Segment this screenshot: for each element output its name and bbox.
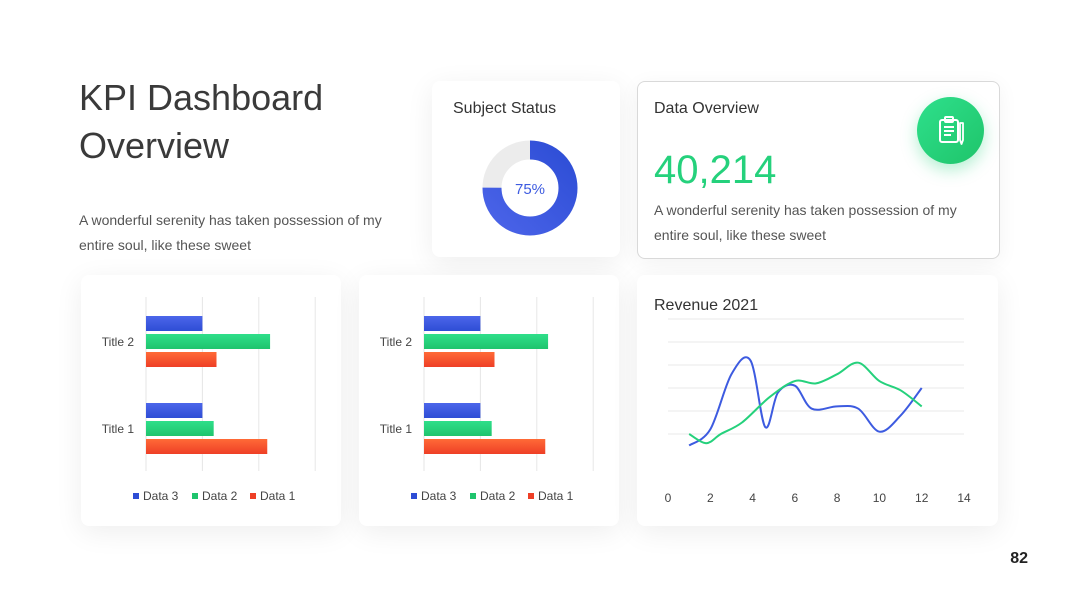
legend-label: Data 1 xyxy=(538,489,574,503)
bar-data-1-title-2 xyxy=(424,352,495,367)
clipboard-icon xyxy=(938,115,964,145)
bar-data-3-title-2 xyxy=(146,316,203,331)
title-line-2: Overview xyxy=(79,125,230,166)
x-tick-label: 8 xyxy=(834,491,841,505)
data-overview-card: Data Overview 40,214 A wonderful serenit… xyxy=(637,81,1000,259)
bar-data-2-title-2 xyxy=(146,334,271,349)
bar-data-2-title-1 xyxy=(424,421,492,436)
legend-swatch xyxy=(470,493,476,499)
legend-swatch xyxy=(528,493,534,499)
x-tick-label: 2 xyxy=(707,491,714,505)
category-label: Title 2 xyxy=(380,335,413,349)
data-overview-value: 40,214 xyxy=(654,148,777,192)
revenue-chart-title: Revenue 2021 xyxy=(654,297,759,314)
revenue-line-chart: 0 2 4 6 8 10 12 14 xyxy=(665,318,971,505)
legend-label: Data 2 xyxy=(480,489,516,503)
bar-chart-1: Title 2 Title 1 Data 3 Data 2 Data 1 xyxy=(102,297,316,503)
x-tick-label: 0 xyxy=(665,491,672,505)
bar-data-3-title-2 xyxy=(424,316,481,331)
bar-data-3-title-1 xyxy=(424,403,481,418)
bar-chart-card-2: Title 2 Title 1 Data 3 Data 2 Data 1 xyxy=(359,275,619,526)
donut-progress-arc xyxy=(482,140,578,236)
legend-swatch xyxy=(411,493,417,499)
data-overview-description: A wonderful serenity has taken possessio… xyxy=(654,202,957,243)
category-label: Title 1 xyxy=(380,422,413,436)
bar-data-2-title-1 xyxy=(146,421,214,436)
bar-chart-card-1: Title 2 Title 1 Data 3 Data 2 Data 1 xyxy=(81,275,341,526)
legend-swatch xyxy=(133,493,139,499)
bar-data-3-title-1 xyxy=(146,403,203,418)
subject-status-title: Subject Status xyxy=(453,100,557,117)
page-number: 82 xyxy=(1010,550,1028,567)
series-line-2 xyxy=(688,361,923,445)
category-label: Title 1 xyxy=(102,422,135,436)
subject-status-card: Subject Status 75% xyxy=(432,81,620,257)
category-label: Title 2 xyxy=(102,335,135,349)
legend-label: Data 3 xyxy=(143,489,179,503)
x-tick-label: 6 xyxy=(792,491,799,505)
legend-swatch xyxy=(250,493,256,499)
bar-data-1-title-1 xyxy=(424,439,546,454)
bar-data-2-title-2 xyxy=(424,334,549,349)
legend-label: Data 1 xyxy=(260,489,296,503)
title-line-1: KPI Dashboard xyxy=(79,77,324,118)
legend-swatch xyxy=(192,493,198,499)
clipboard-badge xyxy=(917,97,984,164)
series-line-1 xyxy=(688,356,923,447)
x-tick-label: 10 xyxy=(873,491,887,505)
revenue-chart-card: Revenue 2021 0 2 4 6 8 10 12 14 xyxy=(637,275,998,526)
donut-percent-label: 75% xyxy=(515,181,545,198)
bar-data-1-title-1 xyxy=(146,439,268,454)
page-title: KPI Dashboard Overview xyxy=(79,74,399,170)
page-description: A wonderful serenity has taken possessio… xyxy=(79,212,382,253)
x-tick-label: 12 xyxy=(915,491,929,505)
bar-data-1-title-2 xyxy=(146,352,217,367)
subject-status-donut: 75% xyxy=(482,140,578,236)
x-tick-label: 4 xyxy=(749,491,756,505)
data-overview-title: Data Overview xyxy=(654,100,759,117)
legend-label: Data 2 xyxy=(202,489,238,503)
legend-label: Data 3 xyxy=(421,489,457,503)
x-tick-label: 14 xyxy=(957,491,971,505)
bar-chart-2: Title 2 Title 1 Data 3 Data 2 Data 1 xyxy=(380,297,594,503)
